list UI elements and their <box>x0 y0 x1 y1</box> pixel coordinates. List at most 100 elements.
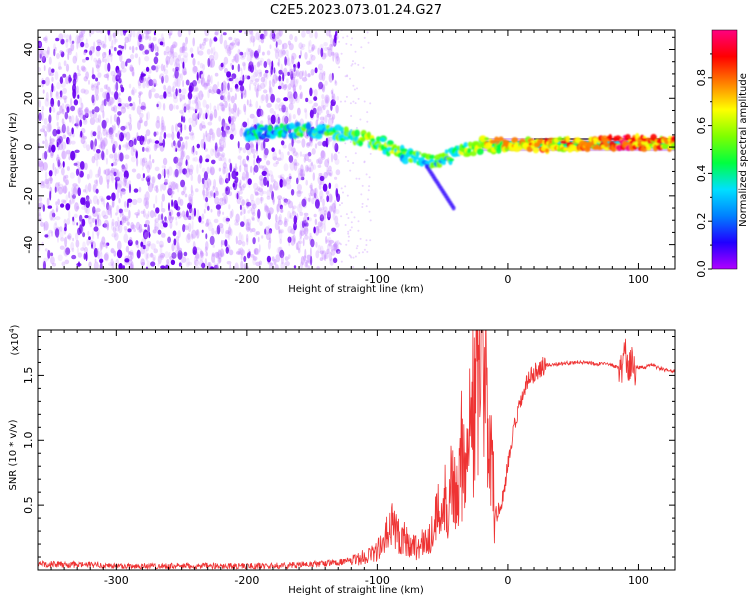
noise-speck <box>206 48 211 55</box>
noise-speck <box>265 206 269 212</box>
noise-speck <box>312 164 317 170</box>
noise-speck <box>327 211 331 221</box>
noise-speck <box>179 260 183 266</box>
noise-speck <box>94 85 99 96</box>
noise-speck <box>136 173 141 180</box>
noise-speck <box>183 211 187 219</box>
noise-speck <box>114 232 119 241</box>
noise-speck <box>209 167 215 176</box>
noise-speck <box>117 153 121 162</box>
noise-speck <box>160 252 166 258</box>
noise-speck <box>152 36 157 42</box>
noise-speck <box>356 245 359 247</box>
noise-speck <box>245 218 249 228</box>
noise-speck <box>60 237 65 242</box>
noise-speck <box>173 41 178 48</box>
noise-speck <box>181 141 185 150</box>
noise-speck <box>238 109 242 115</box>
noise-speck <box>270 93 275 103</box>
noise-speck <box>139 112 144 119</box>
noise-speck <box>175 216 178 221</box>
noise-speck <box>152 183 154 189</box>
signal-blob <box>267 124 273 132</box>
noise-speck <box>89 221 93 228</box>
noise-speck <box>251 217 255 221</box>
noise-speck <box>199 43 202 49</box>
noise-speck <box>179 198 184 206</box>
noise-speck <box>238 146 241 154</box>
noise-speck <box>106 202 110 211</box>
noise-speck <box>220 84 226 94</box>
noise-speck <box>89 199 92 204</box>
noise-speck <box>110 102 113 108</box>
noise-speck <box>94 138 97 147</box>
noise-speck <box>181 190 185 196</box>
noise-speck <box>164 74 169 84</box>
noise-speck <box>246 99 249 106</box>
noise-speck <box>306 254 311 264</box>
noise-speck <box>112 153 118 163</box>
noise-speck <box>205 112 208 120</box>
noise-speck <box>51 231 53 237</box>
noise-speck <box>256 61 261 68</box>
noise-speck <box>107 62 111 72</box>
noise-speck <box>239 179 242 186</box>
noise-speck <box>168 55 171 59</box>
noise-speck <box>185 79 190 86</box>
noise-speck <box>166 59 169 64</box>
noise-speck <box>96 214 100 220</box>
noise-speck <box>41 241 44 247</box>
noise-speck <box>209 38 212 48</box>
noise-speck <box>127 121 130 126</box>
noise-speck <box>243 209 246 214</box>
noise-speck <box>228 158 231 163</box>
noise-speck <box>106 179 110 185</box>
noise-speck <box>95 94 99 101</box>
noise-speck <box>197 61 200 66</box>
signal-blob <box>401 157 409 165</box>
noise-speck <box>222 211 225 215</box>
noise-speck <box>52 107 56 113</box>
noise-speck <box>40 46 44 55</box>
noise-speck <box>225 186 231 196</box>
noise-speck <box>204 148 208 152</box>
noise-speck <box>308 194 311 203</box>
noise-speck <box>368 210 371 213</box>
noise-speck <box>201 177 205 185</box>
noise-speck <box>209 113 213 120</box>
noise-speck <box>311 47 314 52</box>
noise-speck <box>57 254 63 262</box>
noise-speck <box>361 206 364 208</box>
noise-speck <box>171 199 174 207</box>
noise-speck <box>93 93 97 102</box>
noise-speck <box>260 120 264 125</box>
noise-speck <box>62 73 67 78</box>
noise-speck <box>326 243 332 250</box>
noise-speck <box>331 116 334 124</box>
noise-speck <box>64 259 70 265</box>
noise-speck <box>105 84 109 91</box>
noise-speck <box>39 53 42 59</box>
noise-speck <box>85 195 90 201</box>
noise-speck <box>321 218 326 225</box>
noise-speck <box>221 126 224 132</box>
noise-speck <box>318 72 324 81</box>
noise-speck <box>68 74 72 84</box>
noise-speck <box>321 99 325 108</box>
noise-speck <box>244 52 247 57</box>
noise-speck <box>111 137 115 145</box>
noise-speck <box>302 237 305 247</box>
noise-speck <box>113 35 117 45</box>
noise-speck <box>96 66 100 73</box>
noise-speck <box>276 157 282 161</box>
noise-speck <box>72 78 77 87</box>
noise-speck <box>223 140 226 149</box>
noise-speck <box>187 261 193 266</box>
noise-speck <box>94 258 97 263</box>
noise-speck <box>220 239 223 248</box>
noise-speck <box>251 148 257 154</box>
noise-speck <box>185 159 188 166</box>
noise-speck <box>324 80 328 86</box>
noise-speck <box>224 239 228 247</box>
noise-speck <box>175 235 180 243</box>
